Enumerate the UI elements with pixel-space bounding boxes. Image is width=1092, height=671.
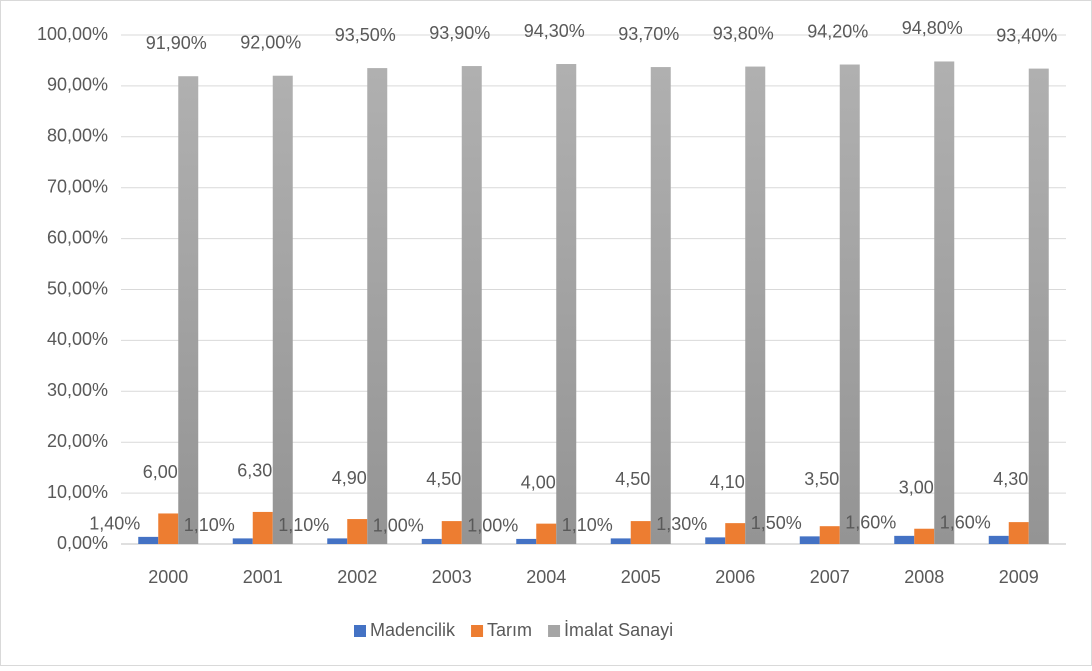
y-tick-label: 100,00% [37,24,108,44]
bar [839,64,860,544]
data-label: 1,10% [184,515,235,535]
data-label: 93,70% [618,24,679,44]
data-label: 1,10% [278,515,329,535]
legend-label: Tarım [487,620,532,640]
bar [934,61,955,545]
bar [745,66,766,545]
y-tick-label: 0,00% [57,533,108,553]
bar [272,75,293,544]
data-label: 1,60% [940,513,991,533]
data-label: 1,40% [89,514,140,534]
bar [536,523,557,544]
bar [556,64,577,544]
bar [705,537,726,544]
bar [1008,522,1029,544]
x-tick-label: 2008 [904,567,944,587]
legend-label: Madencilik [370,620,456,640]
bar [725,523,746,544]
y-tick-label: 10,00% [47,482,108,502]
bar [988,535,1009,544]
bar [610,538,631,544]
x-tick-label: 2005 [621,567,661,587]
data-label: 93,90% [429,23,490,43]
data-label: 1,00% [467,516,518,536]
legend-swatch [354,625,366,637]
bar [327,538,348,544]
data-label: 93,80% [713,23,774,43]
legend-label: İmalat Sanayi [564,620,673,640]
bar [1028,68,1049,545]
bar [914,528,935,544]
bar [421,538,442,544]
bar [630,521,651,544]
y-tick-label: 20,00% [47,431,108,451]
x-tick-label: 2004 [526,567,566,587]
data-label: 1,60% [845,513,896,533]
data-label: 91,90% [146,33,207,53]
bar [158,513,179,544]
bar [367,68,388,545]
y-tick-label: 80,00% [47,126,108,146]
bar [516,538,537,544]
legend-swatch [548,625,561,637]
bar [650,67,671,544]
x-tick-label: 2001 [243,567,283,587]
x-tick-label: 2007 [810,567,850,587]
data-label: 94,20% [807,21,868,41]
data-label: 93,40% [996,25,1057,45]
bar [252,511,273,544]
bar [799,536,820,544]
y-tick-label: 30,00% [47,380,108,400]
bar [894,535,915,544]
x-tick-label: 2006 [715,567,755,587]
data-label: 1,30% [656,514,707,534]
y-tick-label: 70,00% [47,176,108,196]
bar [461,66,482,544]
x-tick-label: 2000 [148,567,188,587]
data-label: 1,10% [562,515,613,535]
y-tick-label: 90,00% [47,75,108,95]
data-label: 94,80% [902,18,963,38]
x-tick-label: 2002 [337,567,377,587]
data-label: 1,50% [751,513,802,533]
legend-swatch [471,625,484,637]
bar [138,536,159,544]
data-label: 1,00% [373,516,424,536]
y-tick-label: 60,00% [47,227,108,247]
x-tick-label: 2003 [432,567,472,587]
y-tick-label: 50,00% [47,278,108,298]
bar [819,526,840,544]
data-label: 92,00% [240,32,301,52]
y-tick-label: 40,00% [47,329,108,349]
bar [441,521,462,544]
bar [232,538,253,544]
bar [347,519,368,544]
data-label: 93,50% [335,25,396,45]
bar [178,76,199,544]
x-tick-label: 2009 [999,567,1039,587]
data-label: 94,30% [524,21,585,41]
